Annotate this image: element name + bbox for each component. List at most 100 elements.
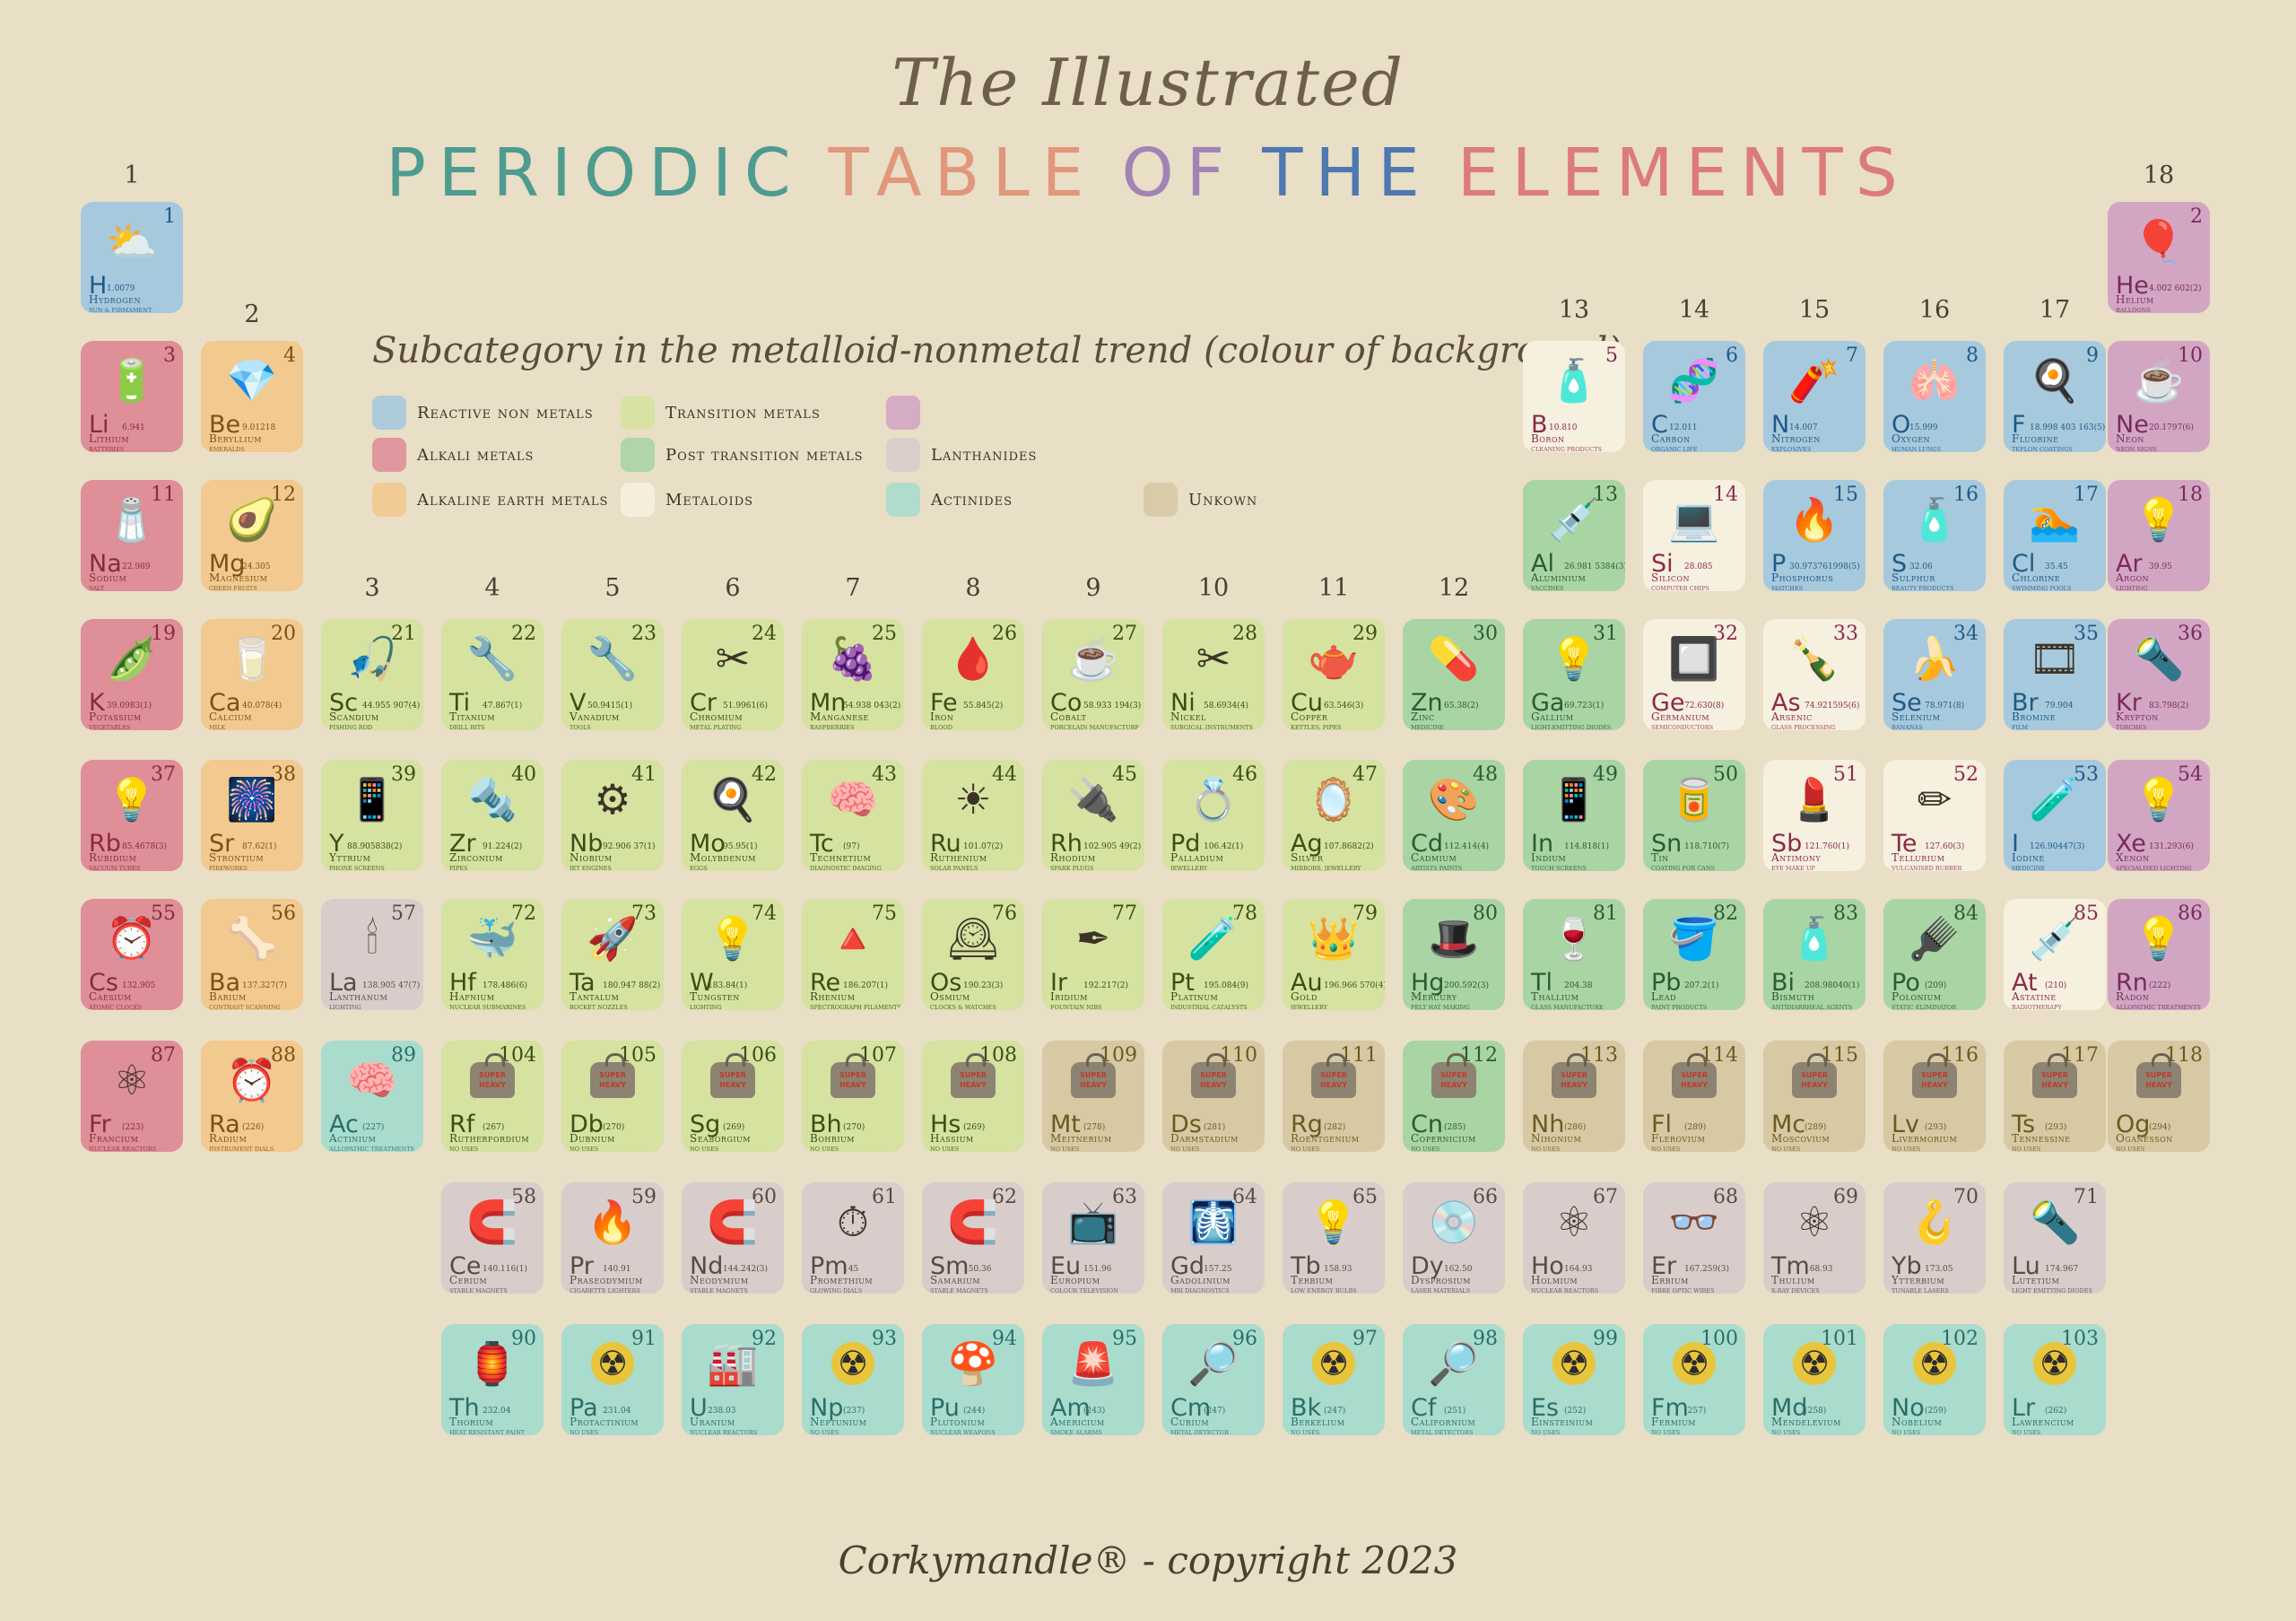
microchip-icon: 🔲 xyxy=(1668,634,1720,683)
atomic-mass: (243) xyxy=(1083,1407,1106,1416)
element-name: Bismuth xyxy=(1771,990,1815,1003)
phone-screen-icon: 📱 xyxy=(346,775,398,824)
element-polonium: 84 🪮 Po (209) Polonium Static eliminator xyxy=(1883,899,1986,1010)
element-symbol: Ge xyxy=(1651,689,1685,717)
element-niobium: 41 ⚙ Nb 92.906 37(1) Niobium Jet engines xyxy=(561,760,664,871)
atomic-mass: 208.98040(1) xyxy=(1805,981,1860,990)
element-symbol: He xyxy=(2116,272,2149,300)
element-symbol: Pr xyxy=(570,1252,594,1280)
element-berkelium: 97 ☢ Bk (247) Berkelium No uses xyxy=(1283,1324,1385,1435)
element-californium: 98 🔎 Cf (251) Californium Metal detectors xyxy=(1403,1324,1505,1435)
element-use: Nuclear reactors xyxy=(690,1429,758,1435)
title-word-table: TABLE xyxy=(828,135,1097,212)
element-symbol: Th xyxy=(449,1394,480,1422)
battery-icon: 🔋 xyxy=(106,356,158,405)
element-arsenic: 33 🍾 As 74.921595(6) Arsenic Glass processing xyxy=(1763,619,1866,730)
atomic-number: 81 xyxy=(1593,902,1618,925)
mascara-icon: 💄 xyxy=(1788,775,1840,824)
super-heavy-label: SUPER HEAVY xyxy=(1191,1053,1236,1098)
element-symbol: Lu xyxy=(2012,1252,2040,1280)
teacup-icon: ☕ xyxy=(1067,634,1119,683)
atomic-number: 49 xyxy=(1593,763,1618,786)
atomic-mass: 145 xyxy=(843,1265,859,1274)
atomic-number: 96 xyxy=(1232,1328,1257,1350)
element-lutetium: 71 🔦 Lu 174.967 Lutetium Light emitting diode… xyxy=(2004,1182,2106,1294)
laptop-icon: 💻 xyxy=(1668,495,1720,544)
super-heavy-weight-icon: SUPER HEAVY xyxy=(1667,1053,1721,1107)
element-use: No uses xyxy=(1771,1429,1801,1435)
element-name: Yttrium xyxy=(329,851,371,864)
fountain-pen-icon: ✒ xyxy=(1075,914,1111,963)
atom-icon: ⚛ xyxy=(1555,1198,1593,1246)
element-symbol: Hg xyxy=(1411,969,1445,997)
element-symbol: Te xyxy=(1892,830,1918,858)
title-word-the: THE xyxy=(1262,135,1432,212)
element-iridium: 77 ✒ Ir 192.217(2) Iridium Fountain nibs xyxy=(1042,899,1144,1010)
element-fluorine: 9 🍳 F 18.998 403 163(5) Fluorine Teflon coati… xyxy=(2004,341,2106,452)
element-nickel: 28 ✂ Ni 58.6934(4) Nickel Surgical instrument… xyxy=(1162,619,1265,730)
rocket-icon: 🚀 xyxy=(587,914,639,963)
element-use: Jewellery xyxy=(1170,865,1208,871)
element-iodine: 53 🧪 I 126.90447(3) Iodine Medicine xyxy=(2004,760,2106,871)
element-name: Magnesium xyxy=(209,571,268,584)
atomic-mass: (223) xyxy=(122,1123,144,1132)
element-mercury: 80 🎩 Hg 200.592(3) Mercury Felt hat making xyxy=(1403,899,1505,1010)
atomic-mass: (244) xyxy=(963,1407,986,1416)
red-magnet-icon: 🧲 xyxy=(947,1198,999,1246)
element-symbol: Cs xyxy=(89,969,118,997)
element-name: Americium xyxy=(1050,1416,1105,1428)
atomic-number: 39 xyxy=(391,763,416,786)
element-use: Antidiarrheal agents xyxy=(1771,1004,1853,1010)
super-heavy-weight-icon: SUPER HEAVY xyxy=(1908,1053,1961,1107)
atomic-mass: 127.60(3) xyxy=(1925,842,1965,851)
element-use: No uses xyxy=(449,1146,479,1152)
brain-scan-icon: 🧠 xyxy=(827,775,879,824)
pencil-eraser-icon: ✏ xyxy=(1917,775,1952,824)
element-use: Vulcanised rubber xyxy=(1892,865,1962,871)
atomic-number: 82 xyxy=(1713,902,1738,925)
atomic-mass: (262) xyxy=(2045,1407,2067,1416)
atomic-number: 43 xyxy=(872,763,897,786)
element-symbol: Mc xyxy=(1771,1111,1806,1138)
element-use: Medicine xyxy=(1411,724,1445,730)
element-curium: 96 🔎 Cm (247) Curium Metal detector xyxy=(1162,1324,1265,1435)
element-einsteinium: 99 ☢ Es (252) Einsteinium No uses xyxy=(1523,1324,1625,1435)
element-use: No uses xyxy=(810,1429,839,1435)
atomic-mass: 174.967 xyxy=(2045,1265,2079,1274)
atomic-mass: (285) xyxy=(1444,1123,1466,1132)
element-ruthenium: 44 ☀ Ru 101.07(2) Ruthenium Solar panels xyxy=(922,760,1024,871)
element-cobalt: 27 ☕ Co 58.933 194(3) Cobalt Porcelain manufa… xyxy=(1042,619,1144,730)
element-name: Iridium xyxy=(1050,990,1088,1003)
element-plutonium: 94 🍄 Pu (244) Plutonium Nuclear weapons xyxy=(922,1324,1024,1435)
super-heavy-label: SUPER HEAVY xyxy=(831,1053,875,1098)
atomic-mass: (269) xyxy=(723,1123,745,1132)
element-tungsten: 74 💡 W 183.84(1) Tungsten Lighting xyxy=(682,899,784,1010)
atomic-mass: (222) xyxy=(2149,981,2171,990)
element-molybdenum: 42 🍳 Mo 95.95(1) Molybdenum Eggs xyxy=(682,760,784,871)
element-name: Caesium xyxy=(89,990,132,1003)
element-use: No uses xyxy=(1651,1146,1681,1152)
element-bismuth: 83 🧴 Bi 208.98040(1) Bismuth Antidiarrheal ag… xyxy=(1763,899,1866,1010)
atomic-number: 27 xyxy=(1112,623,1137,645)
element-radium: 88 ⏰ Ra (226) Radium Instrument dials xyxy=(201,1041,303,1152)
element-use: Low energy bulbs xyxy=(1291,1287,1357,1294)
element-name: Erbium xyxy=(1651,1274,1689,1286)
element-symbol: Og xyxy=(2116,1111,2151,1138)
element-name: Tennessine xyxy=(2012,1132,2071,1145)
element-use: Torches xyxy=(2116,724,2147,730)
element-use: Instrument dials xyxy=(209,1146,274,1152)
element-use: Sun & firmament xyxy=(89,307,152,313)
ring-icon: 💍 xyxy=(1187,775,1239,824)
group-label-4: 4 xyxy=(484,574,500,602)
atomic-mass: (278) xyxy=(1083,1123,1106,1132)
led-light-icon: 🔦 xyxy=(2029,1198,2081,1246)
element-use: Film xyxy=(2012,724,2029,730)
element-name: Zinc xyxy=(1411,710,1435,723)
legend-swatch xyxy=(886,483,920,517)
atomic-mass: 1.0079 xyxy=(107,284,135,293)
atomic-mass: (237) xyxy=(843,1407,865,1416)
element-terbium: 65 💡 Tb 158.93 Terbium Low energy bulbs xyxy=(1283,1182,1385,1294)
element-use: Stable magnets xyxy=(930,1287,988,1294)
atomic-mass: (270) xyxy=(843,1123,865,1132)
raspberry-icon: 🍇 xyxy=(827,634,879,683)
